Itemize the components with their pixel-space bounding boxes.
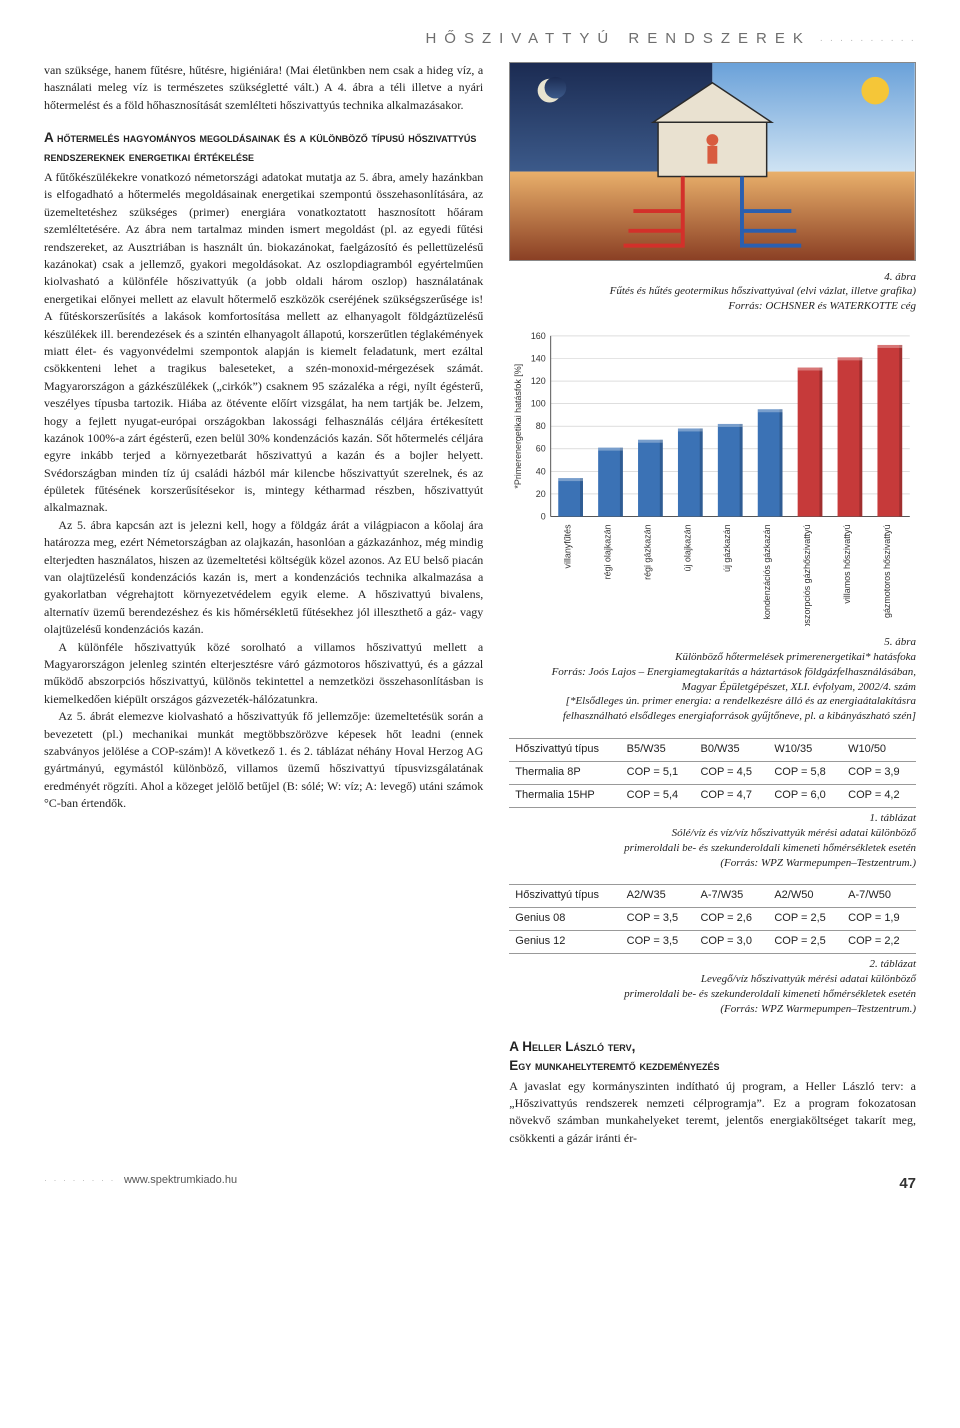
- fig5-caption: 5. ábra Különböző hőtermelések primerene…: [509, 635, 916, 724]
- para-intro: van szüksége, hanem fűtésre, hűtésre, hi…: [44, 62, 483, 114]
- figure-4: 4. ábra Fűtés és hűtés geotermikus hőszi…: [509, 62, 916, 314]
- svg-text:régi olajkazán: régi olajkazán: [603, 524, 613, 579]
- table-cell: Thermalia 15HP: [509, 785, 620, 808]
- page-footer: · · · · · · · · www.spektrumkiado.hu 47: [44, 1173, 916, 1195]
- table-header: A-7/W50: [842, 885, 916, 908]
- table-cell: COP = 3,0: [694, 931, 768, 954]
- table-cell: COP = 3,5: [621, 931, 695, 954]
- svg-text:gázmotoros hőszivattyú: gázmotoros hőszivattyú: [882, 524, 892, 618]
- svg-text:abszorpciós gázhőszivattyú: abszorpciós gázhőszivattyú: [802, 524, 812, 625]
- table-row: Thermalia 15HPCOP = 5,4COP = 4,7COP = 6,…: [509, 785, 916, 808]
- para-hptypes: A különféle hőszivattyúk közé sorolható …: [44, 639, 483, 709]
- svg-text:40: 40: [536, 466, 546, 476]
- footer-site: · · · · · · · · www.spektrumkiado.hu: [44, 1173, 237, 1195]
- footer-page-number: 47: [899, 1173, 916, 1195]
- table-cell: Genius 12: [509, 931, 620, 954]
- table-cell: COP = 1,9: [842, 908, 916, 931]
- svg-text:100: 100: [531, 399, 546, 409]
- table-cell: COP = 4,5: [694, 762, 768, 785]
- svg-text:0: 0: [541, 512, 546, 522]
- section-heading-evaluation: A hőtermelés hagyományos megoldásainak é…: [44, 128, 483, 167]
- svg-text:régi gázkazán: régi gázkazán: [643, 524, 653, 579]
- table-1: Hőszivattyú típusB5/W35B0/W35W10/35W10/5…: [509, 738, 916, 870]
- table-header: A2/W50: [768, 885, 842, 908]
- table-header: Hőszivattyú típus: [509, 739, 620, 762]
- table-cell: Genius 08: [509, 908, 620, 931]
- table1-caption: 1. táblázat Sólé/víz és víz/víz hőszivat…: [509, 811, 916, 870]
- fig4-caption: 4. ábra Fűtés és hűtés geotermikus hőszi…: [509, 270, 916, 315]
- svg-text:villamos hőszivattyú: villamos hőszivattyú: [842, 524, 852, 603]
- table2-caption: 2. táblázat Levegő/víz hőszivattyúk méré…: [509, 957, 916, 1016]
- table-cell: COP = 2,5: [768, 908, 842, 931]
- right-column: 4. ábra Fűtés és hűtés geotermikus hőszi…: [509, 62, 916, 1147]
- heller-para: A javaslat egy kormányszinten indítható …: [509, 1078, 916, 1148]
- figure-5-chart: 0 20 40 60 80 100 120 140 160 *Primerenergetikai …: [509, 328, 916, 724]
- svg-text:20: 20: [536, 489, 546, 499]
- table-row: Thermalia 8PCOP = 5,1COP = 4,5COP = 5,8C…: [509, 762, 916, 785]
- svg-text:új olajkazán: új olajkazán: [683, 524, 693, 571]
- svg-text:villanyfűtés: villanyfűtés: [563, 524, 573, 569]
- table-header: B5/W35: [621, 739, 695, 762]
- svg-text:új gázkazán: új gázkazán: [722, 524, 732, 572]
- table-cell: COP = 2,6: [694, 908, 768, 931]
- table-cell: COP = 4,2: [842, 785, 916, 808]
- left-column: van szüksége, hanem fűtésre, hűtésre, hi…: [44, 62, 483, 1147]
- table-cell: Thermalia 8P: [509, 762, 620, 785]
- table-2: Hőszivattyú típusA2/W35A-7/W35A2/W50A-7/…: [509, 884, 916, 1016]
- table-cell: COP = 5,1: [621, 762, 695, 785]
- table-cell: COP = 5,4: [621, 785, 695, 808]
- section-heller: A Heller László terv, Egy munkahelyterem…: [509, 1031, 916, 1148]
- fig4-svg: [509, 62, 916, 261]
- table-cell: COP = 2,2: [842, 931, 916, 954]
- table-row: Genius 12COP = 3,5COP = 3,0COP = 2,5COP …: [509, 931, 916, 954]
- table-cell: COP = 4,7: [694, 785, 768, 808]
- svg-text:kondenzációs gázkazán: kondenzációs gázkazán: [762, 524, 772, 619]
- table-row: Genius 08COP = 3,5COP = 2,6COP = 2,5COP …: [509, 908, 916, 931]
- table-cell: COP = 2,5: [768, 931, 842, 954]
- svg-text:*Primerenergetikai hatásfok [%: *Primerenergetikai hatásfok [%]: [513, 364, 523, 489]
- table-header: A-7/W35: [694, 885, 768, 908]
- table-header: B0/W35: [694, 739, 768, 762]
- table-header: Hőszivattyú típus: [509, 885, 620, 908]
- svg-text:60: 60: [536, 444, 546, 454]
- table-header: A2/W35: [621, 885, 695, 908]
- table-header: W10/35: [768, 739, 842, 762]
- table-cell: COP = 3,9: [842, 762, 916, 785]
- svg-text:120: 120: [531, 376, 546, 386]
- chart5-svg: 0 20 40 60 80 100 120 140 160 *Primerenergetikai …: [509, 328, 916, 626]
- svg-text:140: 140: [531, 354, 546, 364]
- page-category: HŐSZIVATTYÚ RENDSZEREK · · · · · · · · ·…: [44, 28, 916, 50]
- table-cell: COP = 3,5: [621, 908, 695, 931]
- table-cell: COP = 5,8: [768, 762, 842, 785]
- svg-text:160: 160: [531, 331, 546, 341]
- para-evaluation: A fűtőkészülékekre vonatkozó németország…: [44, 169, 483, 517]
- table-header: W10/50: [842, 739, 916, 762]
- table-cell: COP = 6,0: [768, 785, 842, 808]
- para-gasprice: Az 5. ábra kapcsán azt is jelezni kell, …: [44, 517, 483, 639]
- heller-heading: A Heller László terv, Egy munkahelyterem…: [509, 1037, 916, 1076]
- para-cop: Az 5. ábrát elemezve kiolvasható a hőszi…: [44, 708, 483, 812]
- svg-text:80: 80: [536, 421, 546, 431]
